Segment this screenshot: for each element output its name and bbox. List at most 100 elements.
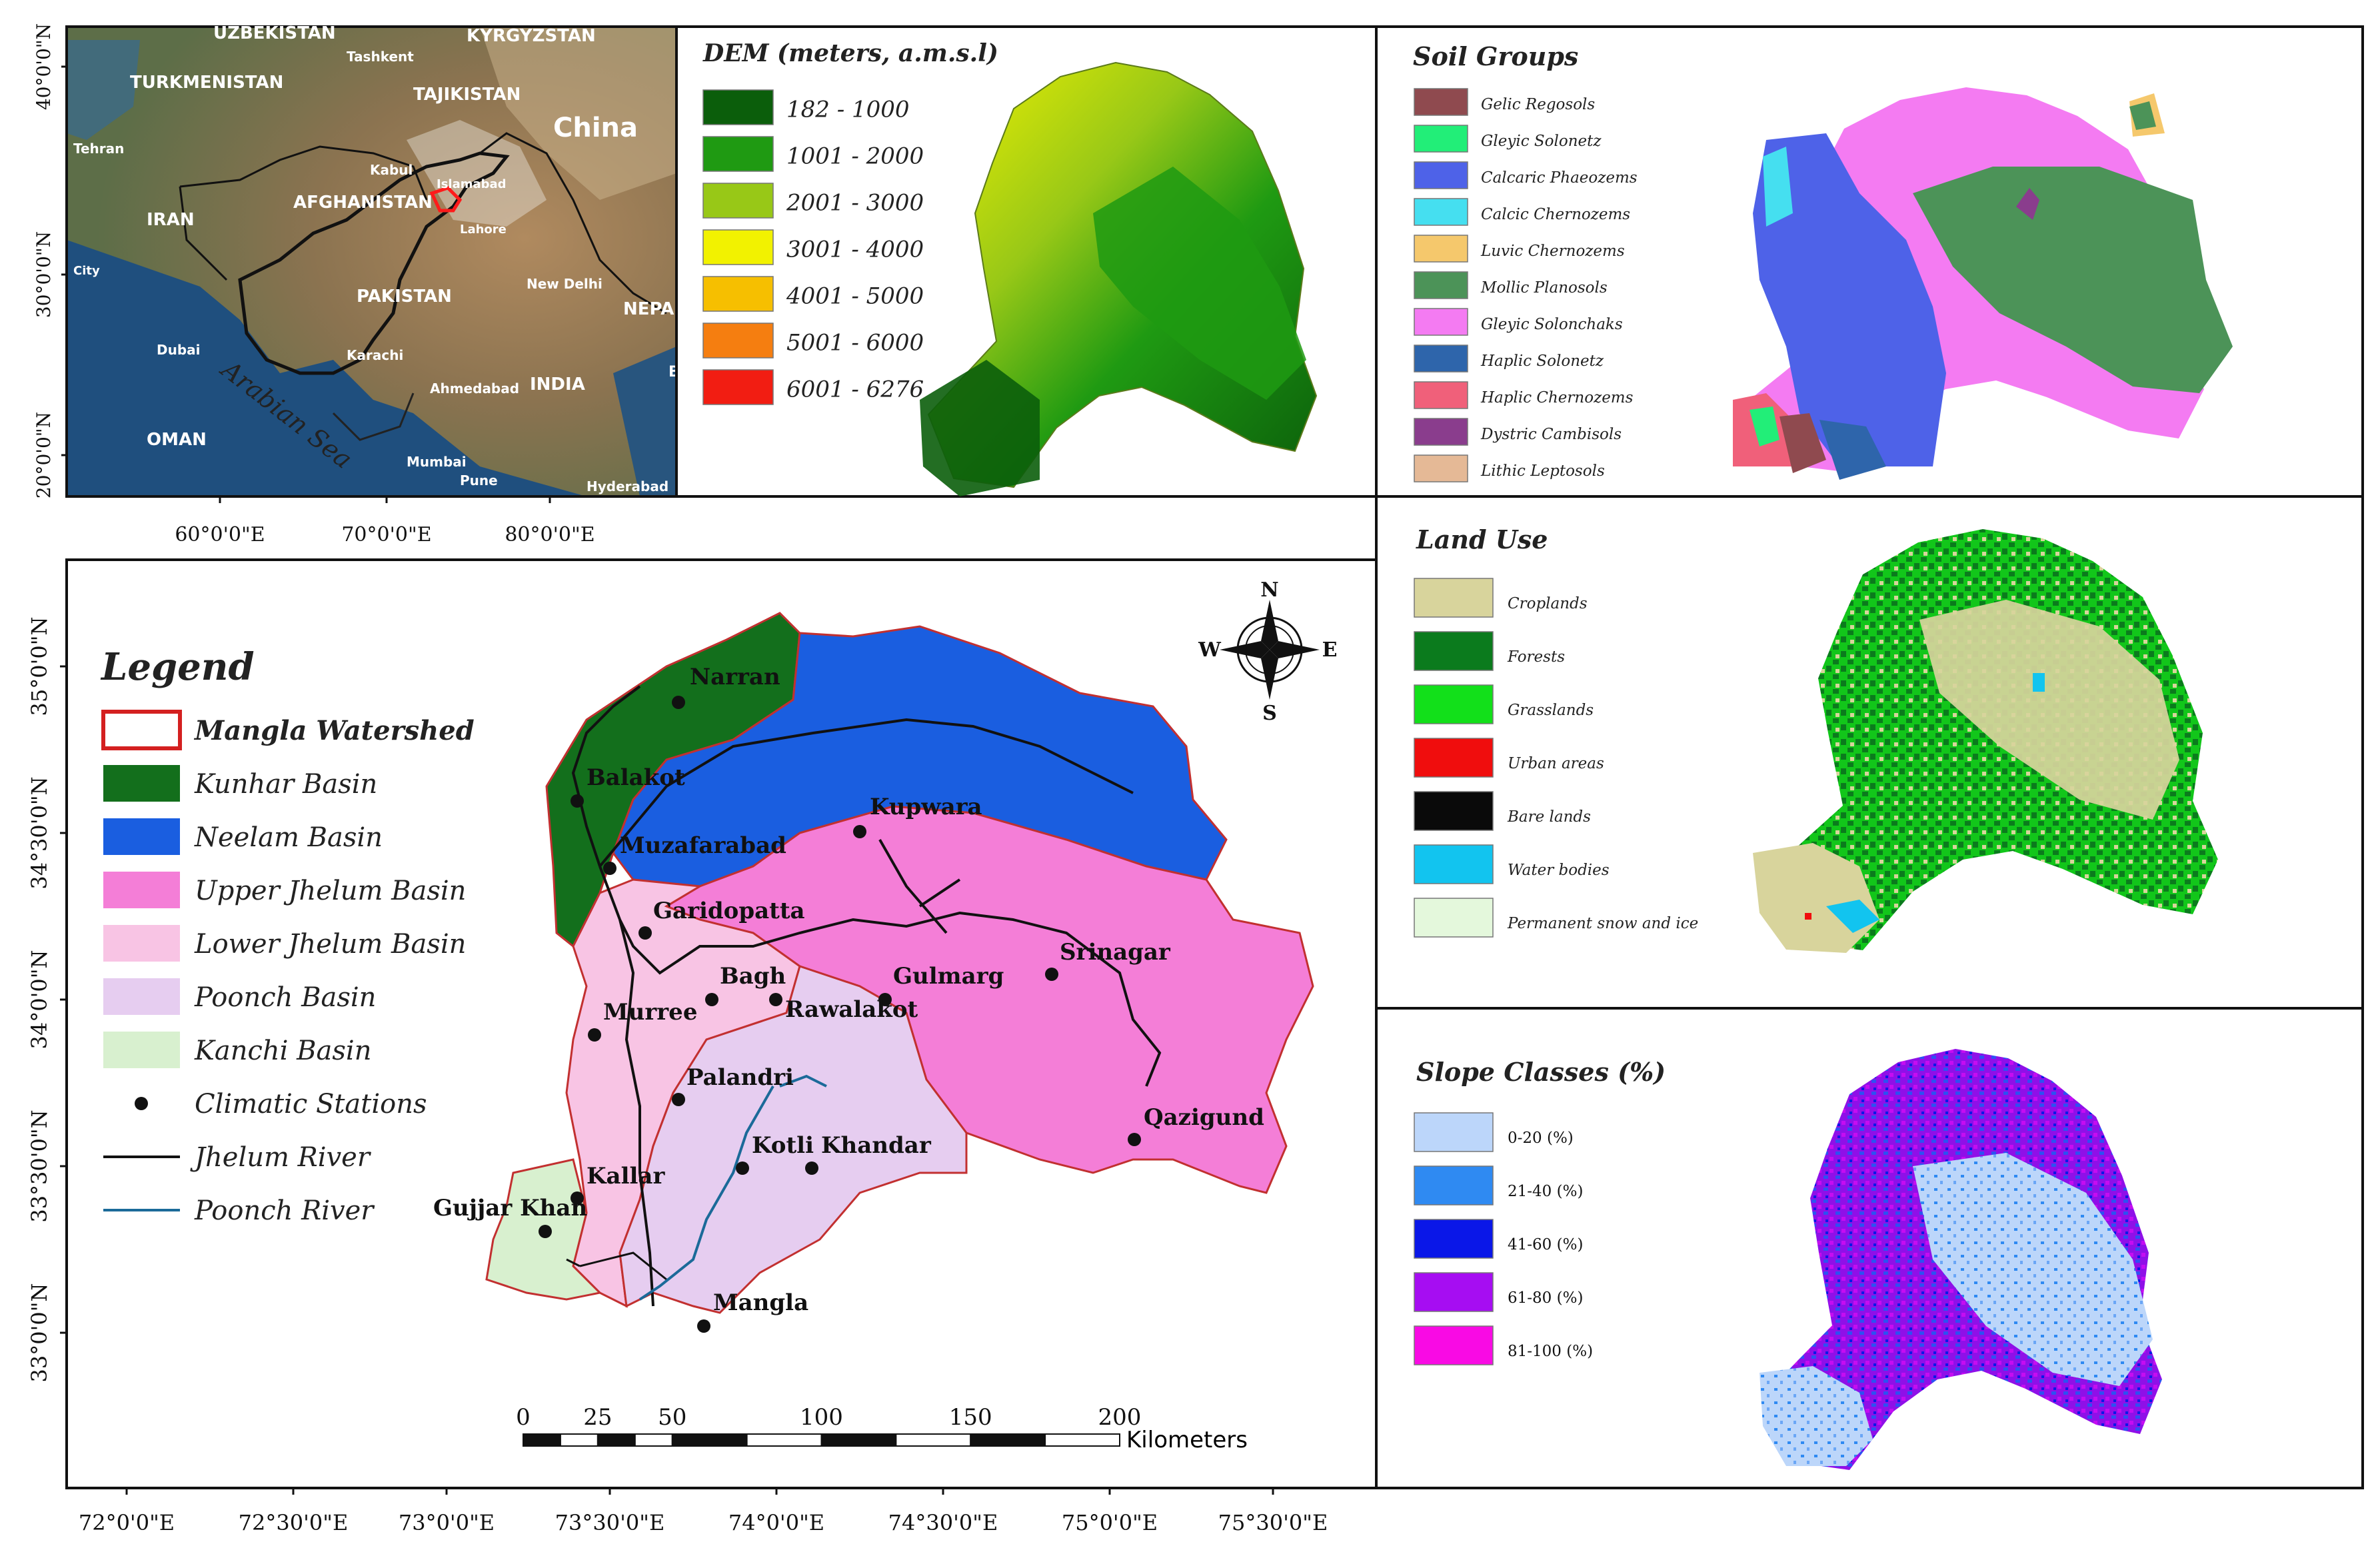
inset-label-karachi: Karachi — [347, 347, 403, 363]
inset-label-kabul: Kabul — [370, 162, 413, 178]
main-lon-label: 72°30'0"E — [239, 1510, 349, 1535]
inset-label-islamabad: Islamabad — [437, 177, 507, 191]
scale-unit-label: Kilometers — [1126, 1427, 1248, 1453]
main-lat-label: 35°0'0"N — [27, 617, 52, 716]
main-lon-label: 74°30'0"E — [888, 1510, 998, 1535]
station-label-muzafarabad: Muzafarabad — [620, 832, 786, 859]
soil-legend-label: Lithic Leptosols — [1480, 462, 1605, 480]
poonch-river — [638, 1074, 827, 1301]
station-label-khandar: Khandar — [821, 1132, 932, 1159]
station-dot-qazigund — [1128, 1133, 1141, 1146]
inset-himalaya-snow — [407, 120, 547, 227]
legend-symbol-upper-jhelum-basin — [103, 872, 180, 908]
station-dot-garidopatta — [638, 926, 652, 940]
soil-legend-swatch — [1414, 418, 1468, 446]
dem-legend-swatch — [702, 276, 774, 312]
inset-label-tehran: Tehran — [73, 141, 124, 157]
inset-label-tajikistan: TAJIKISTAN — [413, 85, 521, 105]
landuse-legend-label: Water bodies — [1508, 862, 1610, 879]
slope-legend-swatch — [1414, 1272, 1494, 1312]
landuse-lake — [2033, 673, 2045, 692]
legend-symbol-lower-jhelum-basin — [103, 925, 180, 962]
station-dot-kupwara — [853, 825, 866, 838]
landuse-croplands-zone — [1919, 600, 2179, 820]
station-label-kupwara: Kupwara — [870, 794, 982, 820]
station-label-balakot: Balakot — [587, 764, 685, 791]
soil-legend-swatch — [1414, 454, 1468, 482]
compass-south-label: S — [1262, 702, 1277, 725]
inset-lon-label: 60°0'0"E — [175, 523, 265, 546]
soil-legend-label: Dystric Cambisols — [1480, 426, 1622, 443]
slope-legend-label: 41-60 (%) — [1508, 1236, 1583, 1253]
scale-bar-segment — [523, 1433, 561, 1447]
dem-watershed-map — [920, 61, 1318, 496]
soil-legend-swatch — [1414, 125, 1468, 153]
inset-lon-label: 80°0'0"E — [505, 523, 595, 546]
station-dot-palandri — [672, 1093, 685, 1106]
scale-bar-segment — [1044, 1433, 1120, 1447]
dem-legend-label: 182 - 1000 — [786, 97, 910, 123]
soil-calcaric-phaeozems-zone — [1753, 133, 1946, 466]
scale-tick-label: 25 — [583, 1404, 612, 1431]
legend-symbol-kunhar-basin — [103, 765, 180, 802]
inset-label-oman: OMAN — [147, 430, 207, 450]
landuse-legend-label: Croplands — [1508, 595, 1588, 612]
scale-tick-label: 0 — [516, 1404, 531, 1431]
station-label-narran: Narran — [690, 664, 780, 690]
dem-legend-label: 3001 - 4000 — [786, 237, 924, 263]
inset-coast-line — [332, 392, 415, 441]
kanchi-stream — [566, 1251, 667, 1281]
soil-mollic-small-patch — [2129, 101, 2156, 130]
legend-label-lower-jhelum-basin: Lower Jhelum Basin — [194, 929, 466, 960]
main-lon-label: 75°0'0"E — [1062, 1510, 1158, 1535]
scale-tick-label: 200 — [1098, 1404, 1142, 1431]
scale-bar-segment — [671, 1433, 748, 1447]
station-label-palandri: Palandri — [686, 1064, 794, 1091]
legend-label-kunhar-basin: Kunhar Basin — [194, 769, 377, 800]
inset-label-lahore: Lahore — [460, 223, 507, 237]
inset-label-tashkent: Tashkent — [347, 49, 414, 65]
inset-label-dubai: Dubai — [157, 342, 201, 358]
station-dot-khandar — [805, 1161, 818, 1175]
station-dot-murree — [588, 1028, 601, 1042]
dem-legend-title: DEM (meters, a.m.s.l) — [702, 39, 998, 67]
soil-legend-label: Calcaric Phaeozems — [1481, 169, 1638, 187]
inset-india-border — [479, 132, 667, 315]
scale-bar-segment — [820, 1433, 897, 1447]
station-dot-muzafarabad — [603, 862, 616, 875]
inset-arabian-sea — [67, 240, 587, 496]
slope-legend-title: Slope Classes (%) — [1416, 1057, 1666, 1087]
station-label-bagh: Bagh — [720, 963, 786, 990]
slope-lower-plain-zone — [1760, 1366, 1873, 1466]
dem-legend-swatch — [702, 136, 774, 172]
inset-label-iran: IRAN — [147, 210, 195, 230]
soil-mollic-planosols-zone — [1913, 167, 2233, 393]
inset-label-uzbekistan: UZBEKISTAN — [213, 23, 336, 43]
landuse-legend-label: Permanent snow and ice — [1507, 915, 1698, 932]
soil-legend-title: Soil Groups — [1413, 41, 1578, 71]
soil-legend-label: Gleyic Solonetz — [1481, 133, 1602, 150]
dem-legend-label: 4001 - 5000 — [786, 283, 924, 310]
basins — [485, 612, 1314, 1314]
soil-haplic-solonetz-zone — [1819, 420, 1886, 480]
main-lat-label: 33°30'0"N — [27, 1110, 52, 1222]
inset-study-area-marker — [429, 186, 463, 213]
scale-bar-segment — [596, 1433, 636, 1447]
station-dot-bagh — [705, 993, 718, 1006]
scale-tick-label: 100 — [800, 1404, 843, 1431]
legend-label-poonch-river: Poonch River — [194, 1195, 375, 1226]
station-label-gujjar-khan: Gujjar Khan — [433, 1195, 587, 1221]
landuse-legend-label: Grasslands — [1508, 702, 1594, 719]
soil-legend-swatch — [1414, 88, 1468, 116]
compass-west-label: W — [1198, 638, 1222, 662]
soil-legend-swatch — [1414, 271, 1468, 299]
dem-legend-label: 6001 - 6276 — [786, 377, 924, 403]
station-dot-gujjar-khan — [539, 1225, 552, 1238]
landuse-legend-title: Land Use — [1416, 524, 1548, 554]
station-dot-srinagar — [1045, 968, 1058, 981]
main-lat-label: 34°30'0"N — [27, 776, 52, 889]
slope-legend-label: 21-40 (%) — [1508, 1183, 1583, 1200]
inset-bay-of-bengal — [613, 347, 676, 496]
inset-label-city: City — [73, 264, 100, 278]
dem-valley-green — [1093, 167, 1306, 400]
